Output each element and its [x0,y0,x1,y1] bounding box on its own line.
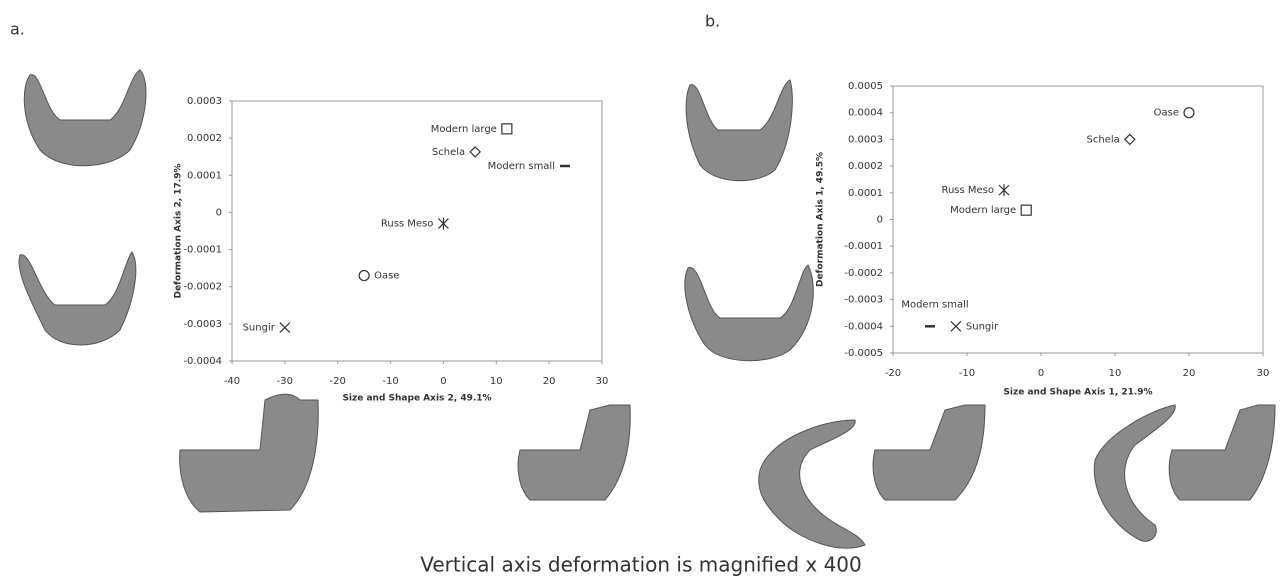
x-tick-label: -10 [959,368,975,379]
y-tick-label: -0.0001 [844,241,883,252]
point [501,123,513,135]
x-tick-label: -40 [224,376,240,387]
y-tick-label: 0.0005 [848,81,883,92]
point [469,146,481,158]
y-tick-label: -0.0001 [183,245,222,256]
point-label: Russ Meso [381,219,434,230]
point [950,320,962,332]
x-tick-label: -20 [330,376,346,387]
point-label: Russ Meso [941,185,994,196]
y-tick-label: -0.0002 [844,268,883,279]
y-tick-label: 0.0003 [187,96,222,107]
point-label: Modern large [950,205,1016,216]
x-tick-label: 0 [440,376,446,387]
point [1183,107,1195,119]
jaw-illustrations [18,69,1276,549]
plot-frame [231,100,603,362]
y-tick-label: -0.0004 [844,321,883,332]
y-tick-label: -0.0005 [844,348,883,359]
y-tick-label: -0.0003 [183,319,222,330]
y-tick-label: -0.0004 [183,356,222,367]
caption: Vertical axis deformation is magnified x… [420,553,862,577]
y-tick-label: 0.0002 [187,133,222,144]
x-axis-label: Size and Shape Axis 1, 21.9% [1003,388,1152,398]
x-tick-label: 0 [1038,368,1044,379]
point-label: Sungir [243,323,276,334]
x-tick-label: 20 [543,376,556,387]
y-tick-label: -0.0002 [183,282,222,293]
point-label: Sungir [966,321,999,332]
point-label: Oase [374,271,399,282]
point [998,184,1010,197]
x-tick-label: 10 [1109,368,1122,379]
y-tick-label: 0.0004 [848,108,883,119]
x-tick-label: 20 [1183,368,1196,379]
y-tick-label: 0.0002 [848,161,883,172]
y-tick-label: 0.0003 [848,134,883,145]
point-label: Schela [1087,134,1120,145]
point [438,217,449,230]
x-tick-label: 10 [490,376,503,387]
x-tick-label: -10 [382,376,398,387]
plot-frame [892,85,1264,354]
y-axis-label: Deformation Axis 1, 49.5% [816,152,826,287]
y-tick-label: 0.0001 [848,188,883,199]
panel-label: a. [10,20,25,39]
x-tick-label: 30 [1257,368,1270,379]
point-label: Modern large [431,124,497,135]
y-tick-label: -0.0003 [844,295,883,306]
point-label: Schela [432,147,465,158]
x-tick-label: 30 [596,376,609,387]
point-label: Oase [1154,108,1179,119]
x-tick-label: -30 [277,376,293,387]
point [1020,204,1032,216]
point [358,269,370,282]
point [1123,133,1136,146]
point-label: Modern small [488,161,555,172]
y-axis-label: Deformation Axis 2, 17.9% [174,163,184,298]
point-label: Modern small [901,299,968,310]
point [279,322,291,333]
y-tick-label: 0 [877,215,883,226]
x-tick-label: -20 [885,368,901,379]
y-tick-label: 0.0001 [187,170,222,181]
y-tick-label: 0 [216,207,222,218]
panel-label: b. [705,12,720,31]
x-axis-label: Size and Shape Axis 2, 49.1% [342,394,491,404]
